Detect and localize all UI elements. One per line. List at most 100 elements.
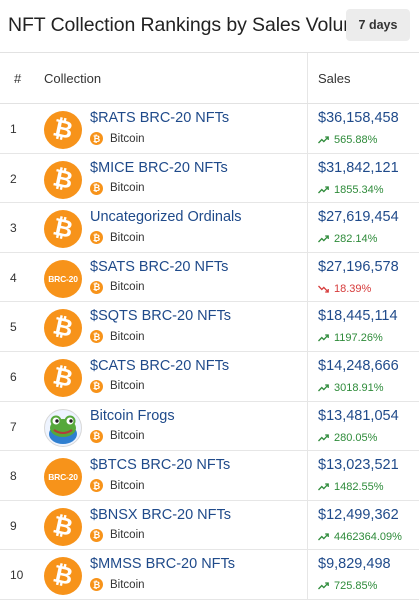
change-percent: 1482.55% (334, 481, 384, 494)
collection-name-link[interactable]: $RATS BRC-20 NFTs (90, 110, 230, 126)
rank-number: 6 (10, 369, 17, 384)
chain-name: Bitcoin (110, 380, 145, 393)
sales-change: 4462364.09% (318, 531, 402, 543)
brc20-icon[interactable]: BRC-20 (44, 259, 82, 298)
table-row[interactable]: 7 Bitcoin Frogs ₿ Bitcoin $13,481,054 28… (0, 402, 419, 452)
change-percent: 282.14% (334, 233, 378, 246)
chain-name: Bitcoin (110, 330, 145, 343)
bitcoin-icon: ₿ (90, 429, 103, 443)
collection-name-link[interactable]: Bitcoin Frogs (90, 407, 175, 424)
frog-icon[interactable] (44, 408, 82, 447)
chain-label: ₿ Bitcoin (90, 280, 145, 294)
trend-up-icon (318, 185, 329, 194)
chain-label: ₿ Bitcoin (90, 132, 145, 145)
rank-number: 3 (10, 221, 17, 236)
sales-change: 725.85% (318, 580, 377, 592)
bitcoin-icon[interactable]: ₿ (44, 210, 82, 249)
rank-number: 10 (10, 568, 24, 583)
table-row[interactable]: 9 ₿ $BNSX BRC-20 NFTs ₿ Bitcoin $12,499,… (0, 501, 419, 551)
collection-name-link[interactable]: $BTCS BRC-20 NFTs (90, 457, 231, 474)
header-rank: # (14, 71, 22, 86)
sales-volume: $27,196,578 (318, 258, 399, 275)
brc20-logo-text: BRC-20 (48, 472, 78, 483)
collection-name-link[interactable]: $SQTS BRC-20 NFTs (90, 308, 231, 325)
table-row[interactable]: 1 ₿ $RATS BRC-20 NFTs ₿ Bitcoin $36,158,… (0, 104, 419, 154)
sales-change: 282.14% (318, 233, 377, 245)
collection-name-link[interactable]: $CATS BRC-20 NFTs (90, 357, 230, 374)
trend-up-icon (318, 433, 329, 442)
sales-change: 1855.34% (318, 184, 384, 196)
bitcoin-icon[interactable]: ₿ (44, 160, 82, 199)
change-percent: 3018.91% (334, 381, 384, 394)
chain-label: ₿ Bitcoin (90, 330, 145, 344)
table-row[interactable]: 2 ₿ $MICE BRC-20 NFTs ₿ Bitcoin $31,842,… (0, 154, 419, 204)
table-row[interactable]: 4 BRC-20 $SATS BRC-20 NFTs ₿ Bitcoin $27… (0, 253, 419, 303)
table-row[interactable]: 3 ₿ Uncategorized Ordinals ₿ Bitcoin $27… (0, 203, 419, 253)
sales-change: 1197.26% (318, 332, 383, 344)
chain-label: ₿ Bitcoin (90, 181, 145, 195)
bitcoin-icon[interactable]: ₿ (44, 358, 82, 397)
sales-change: 3018.91% (318, 382, 384, 394)
collection-name-link[interactable]: $BNSX BRC-20 NFTs (90, 506, 232, 523)
chain-label: ₿ Bitcoin (90, 528, 145, 542)
sales-volume: $14,248,666 (318, 357, 399, 374)
sales-volume: $18,445,114 (318, 308, 398, 325)
change-percent: 18.39% (334, 282, 372, 295)
table-row[interactable]: 5 ₿ $SQTS BRC-20 NFTs ₿ Bitcoin $18,445,… (0, 302, 419, 352)
page-header: NFT Collection Rankings by Sales Volume … (0, 0, 419, 52)
collection-name-link[interactable]: $MMSS BRC-20 NFTs (90, 556, 236, 573)
rank-number: 2 (10, 171, 17, 186)
bitcoin-icon[interactable]: ₿ (44, 309, 82, 348)
trend-up-icon (318, 582, 329, 590)
chain-name: Bitcoin (110, 132, 145, 145)
table-header: # Collection Sales (0, 52, 419, 104)
table-row[interactable]: 6 ₿ $CATS BRC-20 NFTs ₿ Bitcoin $14,248,… (0, 352, 419, 402)
change-percent: 4462364.09% (334, 530, 402, 543)
table-row[interactable]: 10 ₿ $MMSS BRC-20 NFTs ₿ Bitcoin $9,829,… (0, 550, 419, 600)
trend-down-icon (318, 285, 329, 293)
sales-change: 18.39% (318, 283, 371, 295)
bitcoin-icon[interactable]: ₿ (44, 557, 82, 596)
sales-change: 565.88% (318, 134, 377, 146)
change-percent: 280.05% (334, 431, 378, 444)
time-range-button[interactable]: 7 days (346, 9, 410, 41)
collection-name-link[interactable]: $MICE BRC-20 NFTs (90, 159, 228, 176)
chain-name: Bitcoin (110, 529, 145, 542)
bitcoin-icon: ₿ (90, 231, 103, 245)
collection-name-link[interactable]: Uncategorized Ordinals (90, 209, 242, 226)
chain-name: Bitcoin (110, 281, 145, 294)
chain-label: ₿ Bitcoin (90, 429, 145, 443)
bitcoin-icon: ₿ (90, 280, 103, 294)
table-row[interactable]: 8 BRC-20 $BTCS BRC-20 NFTs ₿ Bitcoin $13… (0, 451, 419, 501)
rankings-table: # Collection Sales 1 ₿ $RATS BRC-20 NFTs… (0, 52, 419, 600)
rank-number: 4 (10, 270, 17, 285)
bitcoin-icon: ₿ (90, 132, 103, 145)
chain-name: Bitcoin (110, 231, 145, 244)
trend-up-icon (318, 235, 329, 243)
bitcoin-icon[interactable]: ₿ (44, 111, 82, 149)
bitcoin-icon: ₿ (90, 379, 103, 393)
change-percent: 565.88% (334, 134, 378, 146)
sales-volume: $12,499,362 (318, 506, 399, 523)
chain-name: Bitcoin (110, 578, 145, 591)
chain-name: Bitcoin (110, 479, 145, 492)
bitcoin-icon: ₿ (90, 479, 103, 493)
bitcoin-icon[interactable]: ₿ (44, 507, 82, 546)
chain-name: Bitcoin (110, 430, 145, 443)
chain-label: ₿ Bitcoin (90, 578, 145, 592)
chain-name: Bitcoin (110, 182, 145, 195)
rank-number: 9 (10, 518, 17, 533)
trend-up-icon (318, 533, 329, 541)
table-body: 1 ₿ $RATS BRC-20 NFTs ₿ Bitcoin $36,158,… (0, 104, 419, 600)
sales-volume: $13,023,521 (318, 457, 399, 474)
trend-up-icon (318, 334, 329, 342)
brc20-icon[interactable]: BRC-20 (44, 458, 82, 497)
brc20-logo-text: BRC-20 (48, 273, 78, 284)
collection-name-link[interactable]: $SATS BRC-20 NFTs (90, 258, 229, 275)
sales-volume: $27,619,454 (318, 209, 399, 226)
sales-volume: $13,481,054 (318, 407, 399, 424)
bitcoin-icon: ₿ (90, 181, 103, 195)
sales-change: 1482.55% (318, 481, 384, 493)
header-sales: Sales (318, 71, 351, 86)
trend-up-icon (318, 136, 329, 144)
